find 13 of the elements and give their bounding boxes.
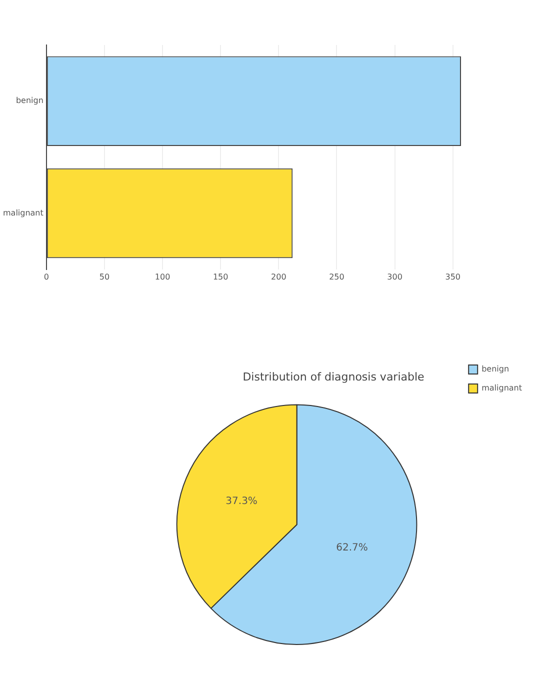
text: Distribution of diagnosis variable (242, 370, 425, 384)
x-tick-label: 0 (44, 272, 49, 282)
x-tick-label: 50 (99, 272, 110, 282)
x-tick-label: 250 (329, 272, 344, 282)
data-label: 62.7% (336, 542, 368, 554)
data-label: 37.3% (226, 496, 258, 507)
x-tick-label: 100 (154, 272, 170, 282)
x-tick-label: 350 (445, 272, 461, 282)
x-tick-label: 150 (212, 272, 228, 282)
legend-label: benign (482, 364, 510, 374)
x-tick-label: 300 (387, 272, 402, 282)
x-tick-label: 200 (271, 272, 286, 282)
legend-label: malignant (482, 384, 522, 393)
